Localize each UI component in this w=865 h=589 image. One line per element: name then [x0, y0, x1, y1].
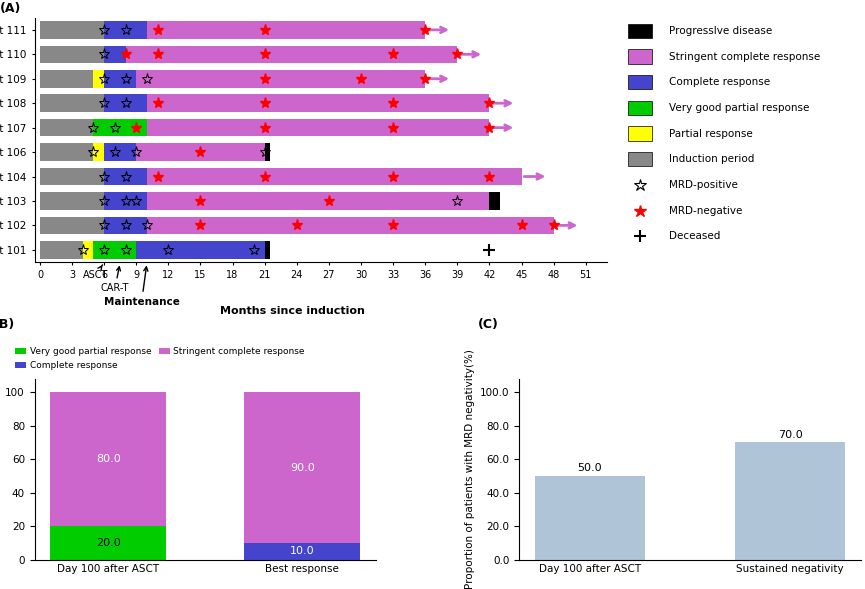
- Bar: [244, 543, 361, 560]
- Y-axis label: Proportion of patients with MRD negativity(%): Proportion of patients with MRD negativi…: [465, 349, 475, 589]
- Bar: [147, 119, 490, 137]
- Bar: [93, 119, 147, 137]
- FancyBboxPatch shape: [628, 127, 652, 141]
- Bar: [104, 168, 147, 186]
- Bar: [93, 143, 104, 161]
- Bar: [735, 442, 845, 560]
- Text: 90.0: 90.0: [290, 462, 315, 472]
- Bar: [104, 94, 147, 112]
- Bar: [40, 241, 83, 259]
- Bar: [147, 94, 490, 112]
- Text: Stringent complete response: Stringent complete response: [670, 52, 821, 62]
- Bar: [40, 94, 104, 112]
- Bar: [50, 526, 166, 560]
- Bar: [93, 241, 137, 259]
- FancyBboxPatch shape: [628, 49, 652, 64]
- Text: 80.0: 80.0: [96, 454, 121, 464]
- Bar: [104, 45, 125, 63]
- Bar: [50, 392, 166, 526]
- FancyBboxPatch shape: [628, 152, 652, 166]
- Bar: [93, 70, 104, 88]
- Bar: [104, 70, 137, 88]
- Text: Complete response: Complete response: [670, 77, 771, 87]
- Bar: [104, 143, 137, 161]
- Bar: [40, 217, 104, 234]
- Text: 20.0: 20.0: [96, 538, 121, 548]
- Bar: [265, 143, 270, 161]
- Bar: [40, 192, 104, 210]
- FancyBboxPatch shape: [628, 24, 652, 38]
- Text: (B): (B): [0, 318, 15, 332]
- Bar: [147, 21, 426, 39]
- Bar: [40, 168, 104, 186]
- Bar: [244, 392, 361, 543]
- Bar: [265, 241, 270, 259]
- Bar: [40, 70, 93, 88]
- Bar: [40, 119, 93, 137]
- Text: MRD-positive: MRD-positive: [670, 180, 738, 190]
- Bar: [137, 70, 426, 88]
- Bar: [137, 241, 265, 259]
- Text: MRD-negative: MRD-negative: [670, 206, 743, 216]
- Text: ASCT: ASCT: [83, 265, 108, 280]
- Bar: [104, 21, 147, 39]
- Text: 70.0: 70.0: [778, 430, 803, 440]
- Text: Deceased: Deceased: [670, 231, 721, 241]
- Text: CAR-T: CAR-T: [100, 267, 129, 293]
- Text: Induction period: Induction period: [670, 154, 754, 164]
- Text: 50.0: 50.0: [578, 464, 602, 474]
- Bar: [490, 192, 500, 210]
- Text: ProgressIve disease: ProgressIve disease: [670, 26, 772, 36]
- Text: Maintenance: Maintenance: [104, 267, 180, 307]
- FancyBboxPatch shape: [628, 101, 652, 115]
- Bar: [104, 217, 147, 234]
- Bar: [40, 45, 104, 63]
- Bar: [535, 476, 645, 560]
- Bar: [83, 241, 93, 259]
- Text: (C): (C): [478, 318, 499, 332]
- FancyBboxPatch shape: [628, 75, 652, 90]
- Bar: [125, 45, 458, 63]
- Bar: [104, 192, 147, 210]
- Legend: Very good partial response, Complete response, Stringent complete response: Very good partial response, Complete res…: [12, 344, 308, 373]
- Text: Months since induction: Months since induction: [220, 306, 365, 316]
- Bar: [40, 143, 93, 161]
- Text: Very good partial response: Very good partial response: [670, 103, 810, 113]
- Text: (A): (A): [0, 2, 22, 15]
- Bar: [137, 143, 265, 161]
- Bar: [147, 168, 522, 186]
- Bar: [40, 21, 104, 39]
- Bar: [147, 217, 554, 234]
- Text: Partial response: Partial response: [670, 129, 753, 139]
- Text: 10.0: 10.0: [290, 546, 315, 556]
- Bar: [147, 192, 490, 210]
